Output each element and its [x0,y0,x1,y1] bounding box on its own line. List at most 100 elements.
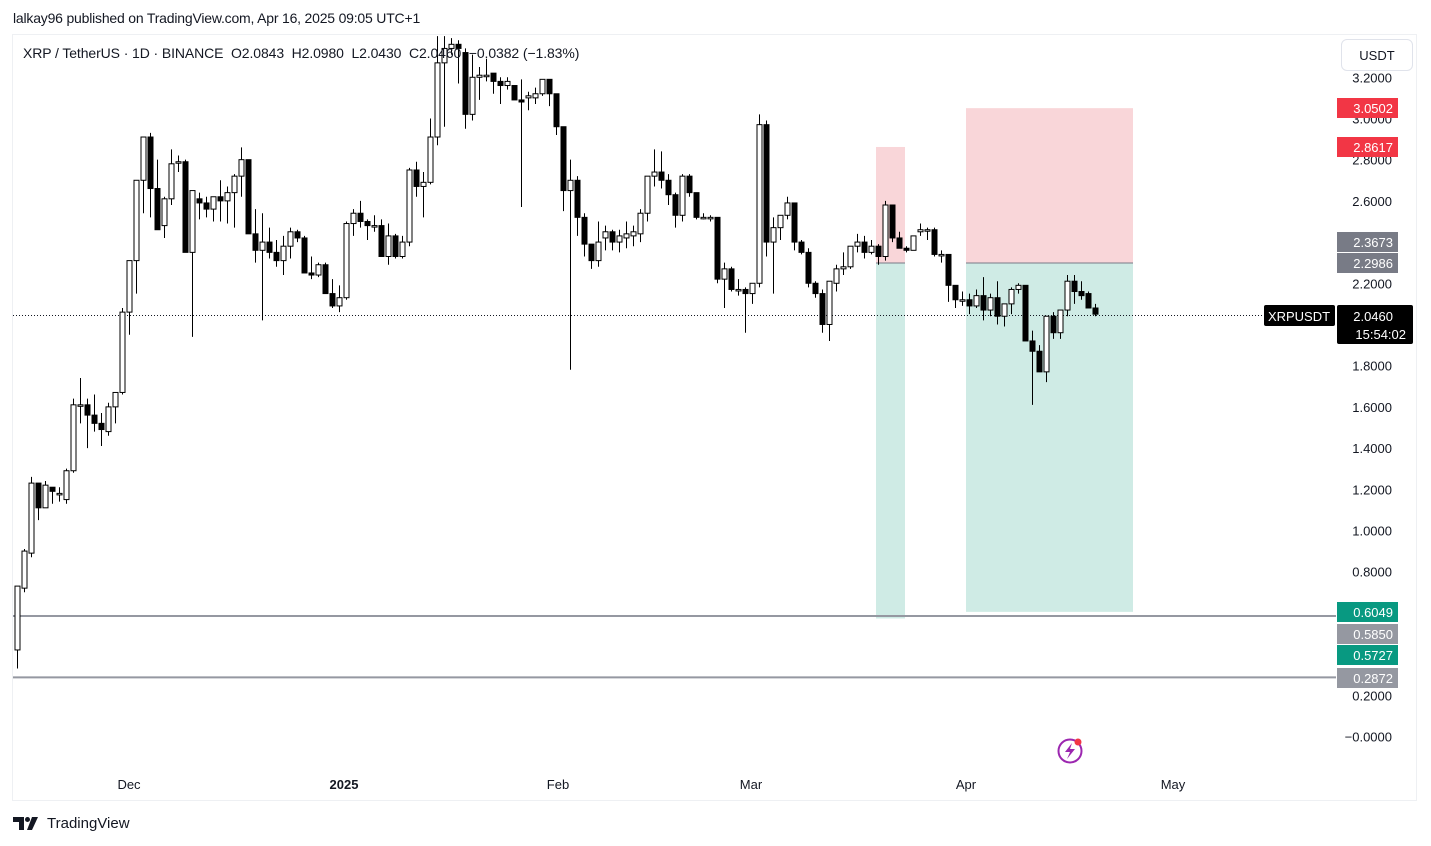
candle [252,209,259,263]
candle [980,277,987,321]
price-tick: 0.2000 [1352,688,1392,703]
legend-high: H2.0980 [291,45,344,61]
candle [448,38,455,55]
price-label: 3.0502 [1337,98,1398,118]
candle [28,476,35,558]
candle [56,487,63,502]
candle [280,235,287,276]
candle [420,172,427,218]
candle [672,192,679,228]
candle [441,36,448,127]
candle [266,227,273,259]
candle [147,132,154,218]
candle [861,235,868,259]
candle [1064,275,1071,317]
legend-close: C2.0460 [408,45,462,61]
take-profit-zone[interactable] [876,262,905,619]
svg-text:0.5727: 0.5727 [1353,648,1393,663]
candle [77,378,84,424]
candle [301,235,308,274]
candle [406,167,413,247]
candle [490,72,497,94]
candle [434,36,441,146]
candle [392,233,399,259]
candle [42,481,49,509]
time-axis[interactable]: Dec 2025 Feb Mar Apr May [117,777,1185,792]
last-price-label: XRPUSDT 2.0460 15:54:02 [1264,305,1413,344]
candle [875,244,882,265]
alert-lightning-icon[interactable] [1057,738,1083,764]
price-label: 0.5850 [1337,624,1398,644]
time-tick: Feb [547,777,569,792]
candle [238,147,245,197]
candle [847,245,854,269]
candle [679,174,686,222]
candle [91,394,98,432]
candle [189,190,196,337]
candle [770,217,777,294]
price-label: 0.2872 [1337,668,1398,688]
candle [525,91,532,111]
candle [357,200,364,228]
price-tick: 1.0000 [1352,523,1392,538]
candle [637,209,644,243]
candle [777,214,784,241]
candle [413,161,420,197]
candle [385,223,392,265]
candle [812,281,819,298]
time-tick: Apr [956,777,977,792]
price-tick: 1.2000 [1352,482,1392,497]
candle [665,174,672,205]
price-label: 2.3673 [1337,232,1398,252]
candle [840,252,847,276]
currency-button[interactable]: USDT [1341,39,1413,71]
candle [1008,287,1015,315]
svg-text:2.8617: 2.8617 [1353,140,1393,155]
candle [756,114,763,288]
candle [567,159,574,370]
candle [322,262,329,295]
candle [903,246,910,253]
price-axis[interactable]: 3.20003.00002.80002.60002.20001.80001.60… [1337,70,1398,744]
candle [1001,303,1008,327]
legend-change: −0.0382 (−1.83%) [468,45,580,61]
candle [994,281,1001,325]
price-label: 0.6049 [1337,602,1398,622]
candle [364,219,371,241]
candle [455,40,462,84]
candle [371,215,378,232]
candle [119,307,126,395]
time-tick: Dec [117,777,141,792]
candle [483,58,490,82]
candle [644,175,651,222]
candle [63,468,70,504]
price-tick: 0.8000 [1352,565,1392,580]
candle [532,87,539,105]
candle [1057,309,1064,339]
candle [511,85,518,101]
candle [959,291,966,306]
candle [966,293,973,315]
candle [595,221,602,267]
candle [973,289,980,308]
candle [539,78,546,96]
candle [1050,312,1057,339]
svg-text:0.5850: 0.5850 [1353,627,1393,642]
candle [203,196,210,218]
candle [35,482,42,521]
candle [945,253,952,302]
price-tick: 1.8000 [1352,359,1392,374]
candle [784,196,791,220]
candle [574,176,581,236]
candle [707,215,714,222]
candle [140,136,147,214]
candle [98,413,105,447]
svg-text:2.3673: 2.3673 [1353,235,1393,250]
candle [763,120,770,257]
candle [14,585,21,669]
candle [504,77,511,90]
stop-loss-zone[interactable] [966,108,1133,263]
price-label: 2.8617 [1337,137,1398,157]
candle [889,204,896,243]
